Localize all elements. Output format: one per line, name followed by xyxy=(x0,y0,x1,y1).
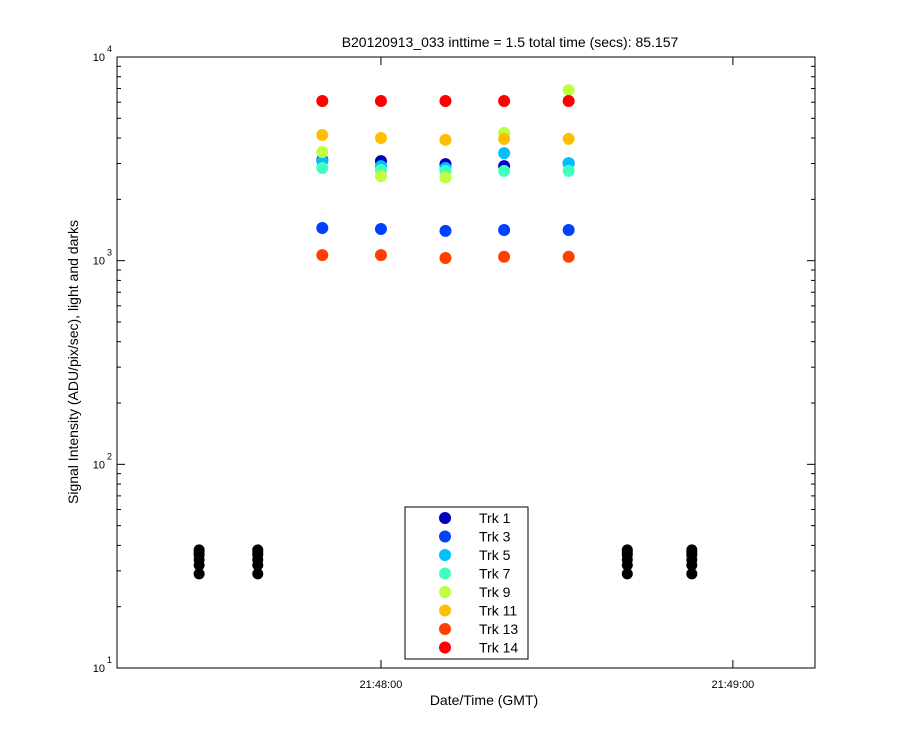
point xyxy=(439,252,452,265)
point xyxy=(374,170,387,183)
point xyxy=(374,132,387,145)
point xyxy=(498,95,511,108)
legend-label: Trk 3 xyxy=(479,529,511,545)
point xyxy=(562,95,575,108)
y-tick-label: 10 xyxy=(93,663,105,675)
dark-point xyxy=(686,544,698,556)
point xyxy=(498,223,511,236)
legend-marker xyxy=(439,512,451,524)
y-tick-exponent: 1 xyxy=(107,655,112,665)
point xyxy=(562,164,575,177)
legend-box xyxy=(404,506,529,660)
dark-point xyxy=(686,568,698,580)
y-tick-exponent: 2 xyxy=(107,451,112,461)
point xyxy=(374,95,387,108)
point xyxy=(374,223,387,236)
point xyxy=(562,132,575,145)
point xyxy=(562,223,575,236)
x-axis-label: Date/Time (GMT) xyxy=(430,692,538,708)
y-tick-exponent: 3 xyxy=(107,248,112,258)
y-axis-label: Signal Intensity (ADU/pix/sec), light an… xyxy=(65,220,81,504)
y-tick-label: 10 xyxy=(93,459,105,471)
point xyxy=(316,129,329,142)
dark-point xyxy=(621,544,633,556)
point xyxy=(498,147,511,160)
legend: Trk 1 Trk 3 Trk 5 Trk 7 Trk 9 Trk 11 Trk 13 Trk… xyxy=(404,506,529,660)
legend-label: Trk 5 xyxy=(479,547,511,563)
plot-frame xyxy=(116,56,816,669)
point xyxy=(316,146,329,159)
chart-title: B20120913_033 inttime = 1.5 total time (… xyxy=(342,34,679,50)
y-tick-label: 10 xyxy=(93,52,105,64)
x-tick-label: 21:49:00 xyxy=(711,679,754,691)
point xyxy=(439,171,452,184)
point xyxy=(439,224,452,237)
legend-label: Trk 9 xyxy=(479,584,511,600)
legend-marker xyxy=(439,567,451,580)
y-tick-exponent: 4 xyxy=(107,44,112,54)
point xyxy=(562,84,575,97)
legend-marker xyxy=(439,604,451,617)
dark-point xyxy=(252,544,264,556)
point xyxy=(439,133,452,146)
legend-label: Trk 11 xyxy=(479,603,517,619)
dark-point xyxy=(252,568,264,580)
point xyxy=(374,249,387,262)
point xyxy=(562,250,575,263)
legend-label: Trk 7 xyxy=(479,566,511,582)
y-tick-label: 10 xyxy=(93,256,105,268)
point xyxy=(498,250,511,263)
point xyxy=(439,95,452,108)
point xyxy=(498,164,511,177)
legend-label: Trk 14 xyxy=(479,640,518,656)
legend-label: Trk 1 xyxy=(479,510,511,526)
legend-marker xyxy=(439,623,451,635)
dark-point xyxy=(193,544,205,556)
dark-point xyxy=(193,568,205,580)
point xyxy=(498,132,511,145)
point xyxy=(316,249,329,262)
dark-point xyxy=(621,568,633,580)
point xyxy=(316,162,329,175)
legend-label: Trk 13 xyxy=(479,621,518,637)
x-tick-label: 21:48:00 xyxy=(360,679,403,691)
legend-marker xyxy=(439,549,451,561)
legend-marker xyxy=(439,530,451,543)
point xyxy=(316,222,329,235)
legend-marker xyxy=(439,586,451,598)
point xyxy=(316,95,329,108)
legend-marker xyxy=(439,641,451,654)
